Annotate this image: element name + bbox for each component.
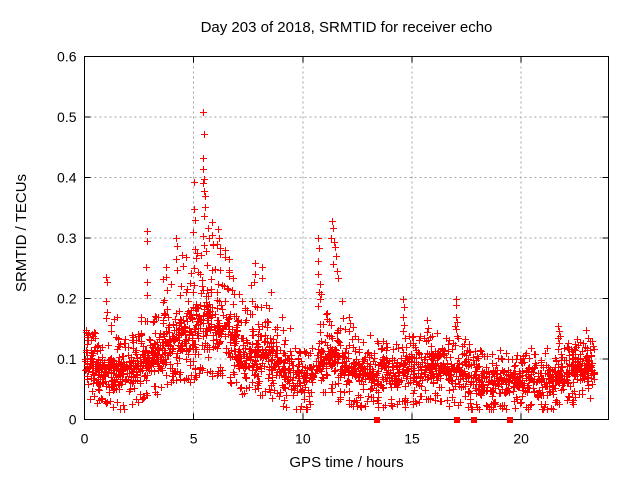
axis-marker-square <box>471 417 477 423</box>
y-tick-label: 0.3 <box>57 230 77 246</box>
x-tick-label: 10 <box>295 431 311 447</box>
x-tick-label: 0 <box>81 431 89 447</box>
y-tick-label: 0 <box>69 412 77 428</box>
y-tick-label: 0.4 <box>57 170 77 186</box>
y-tick-label: 0.2 <box>57 291 77 307</box>
x-axis-label: GPS time / hours <box>289 454 404 471</box>
y-tick-label: 0.5 <box>57 109 77 125</box>
y-tick-label: 0.6 <box>57 49 77 65</box>
x-tick-label: 5 <box>190 431 198 447</box>
y-tick-label: 0.1 <box>57 351 77 367</box>
scatter-points <box>82 109 598 413</box>
axis-marker-square <box>374 417 380 423</box>
axis-marker-square <box>507 417 513 423</box>
x-tick-label: 15 <box>404 431 420 447</box>
x-tick-label: 20 <box>513 431 529 447</box>
plot-title: Day 203 of 2018, SRMTID for receiver ech… <box>200 19 493 36</box>
axis-marker-square <box>454 417 460 423</box>
